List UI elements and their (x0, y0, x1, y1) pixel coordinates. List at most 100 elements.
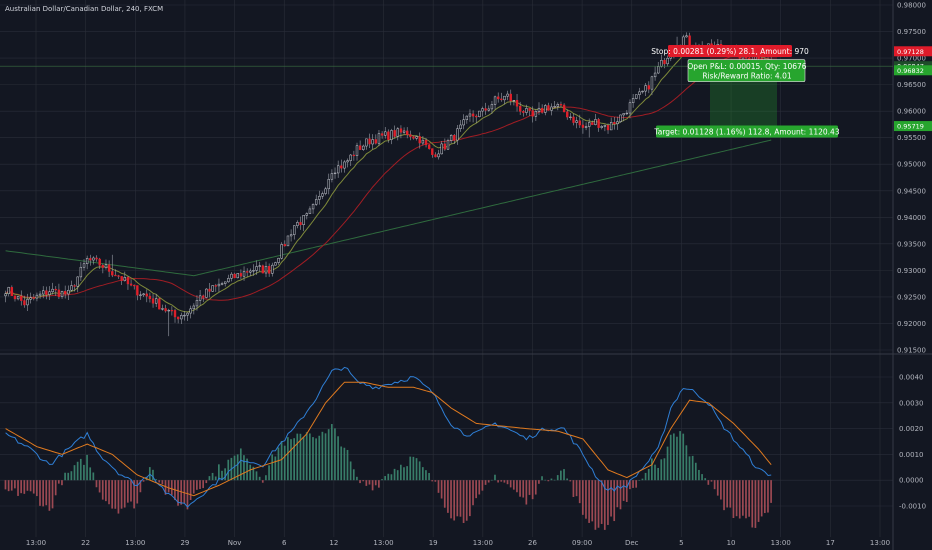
y-tick-label: 0.92500 (897, 293, 926, 301)
candle-down (267, 266, 271, 274)
candle-down (500, 98, 503, 101)
candle-up (4, 293, 7, 297)
histogram-bar (494, 474, 496, 481)
candle-up (537, 107, 541, 112)
histogram-bar (682, 433, 685, 481)
histogram-bar (600, 480, 603, 524)
histogram-bar (509, 480, 512, 488)
histogram-bar (531, 480, 534, 500)
candle-up (459, 124, 462, 129)
histogram-bar (406, 466, 408, 481)
candle-up (48, 291, 51, 295)
histogram-bar (192, 480, 195, 494)
histogram-bar (365, 480, 368, 486)
histogram-bar (89, 467, 92, 481)
candle-up (249, 270, 252, 273)
histogram-bar (575, 480, 578, 497)
histogram-bar (425, 470, 427, 481)
histogram-bar (660, 459, 663, 481)
candle-up (139, 294, 142, 296)
candle-up (682, 36, 685, 46)
histogram-bar (123, 480, 126, 508)
histogram-bar (7, 480, 10, 492)
candle-up (180, 315, 183, 320)
histogram-bar (330, 424, 333, 481)
histogram-bar (283, 445, 286, 481)
y-tick-label: 0.91500 (897, 347, 926, 355)
histogram-bar (447, 480, 449, 513)
histogram-bar (327, 429, 330, 481)
position-tool[interactable]: Stop: 0.00281 (0.29%) 28.1, Amount: 970 O… (0, 44, 893, 138)
histogram-bar (462, 480, 465, 523)
x-tick-label: 13:00 (870, 539, 890, 547)
candle-up (616, 121, 619, 125)
histogram-bar (183, 480, 186, 504)
candle-up (258, 265, 261, 267)
candle-up (195, 300, 199, 307)
x-tick-label: 5 (679, 539, 683, 547)
candle-down (531, 110, 534, 117)
histogram-bar (48, 480, 51, 511)
histogram-bar (685, 445, 688, 481)
histogram-bar (265, 475, 267, 481)
candle-up (465, 115, 469, 120)
histogram-bar (17, 480, 19, 496)
candle-up (336, 165, 340, 174)
candle-up (315, 199, 318, 205)
histogram-bar (54, 480, 57, 496)
candle-down (126, 277, 130, 285)
candle-down (54, 288, 57, 291)
histogram-bar (704, 478, 707, 481)
histogram-bar (669, 434, 672, 481)
candle-up (271, 264, 274, 274)
histogram-bar (763, 480, 766, 514)
candle-up (293, 225, 296, 235)
candle-up (142, 293, 145, 296)
candle-up (525, 108, 528, 113)
candle-up (255, 266, 258, 271)
histogram-bar (666, 446, 669, 481)
histogram-bar (261, 480, 264, 483)
candle-up (402, 130, 406, 133)
histogram-bar (208, 476, 211, 481)
histogram-bar (290, 439, 292, 481)
candle-up (224, 281, 227, 284)
candle-down (340, 165, 343, 169)
histogram-bar (399, 464, 402, 481)
histogram-bar (651, 458, 653, 481)
open-pnl-label: Open P&L: 0.00015, Qty: 10676Risk/Reward… (687, 59, 807, 82)
signal-line (5, 381, 772, 497)
histogram-bar (70, 471, 73, 481)
risk-reward-text: Risk/Reward Ratio: 4.01 (702, 72, 791, 81)
histogram-bar (180, 480, 183, 505)
candle-up (362, 145, 365, 150)
candle-up (330, 173, 334, 180)
histogram-bar (522, 480, 525, 498)
histogram-bar (613, 480, 616, 522)
histogram-bar (287, 437, 289, 481)
candle-down (148, 295, 152, 299)
histogram-bar (315, 438, 317, 481)
histogram-bar (679, 431, 681, 481)
candle-down (368, 138, 371, 145)
candle-up (236, 273, 239, 279)
candle-up (440, 143, 443, 155)
candle-down (431, 148, 434, 155)
histogram-bar (221, 470, 223, 481)
histogram-bar (111, 480, 114, 509)
y-tick-label: 0.92000 (897, 320, 926, 328)
histogram-bar (688, 456, 691, 481)
candle-up (544, 105, 547, 113)
candle-down (518, 105, 522, 112)
histogram-bar (158, 480, 161, 483)
candle-up (493, 96, 497, 105)
open-pnl-label-bg (687, 59, 806, 82)
histogram-bar (625, 480, 628, 502)
candle-up (481, 108, 484, 112)
histogram-bar (726, 480, 729, 508)
histogram-bar (280, 441, 283, 481)
candle-up (553, 106, 556, 108)
histogram-bar (701, 474, 703, 481)
candle-up (35, 294, 39, 299)
